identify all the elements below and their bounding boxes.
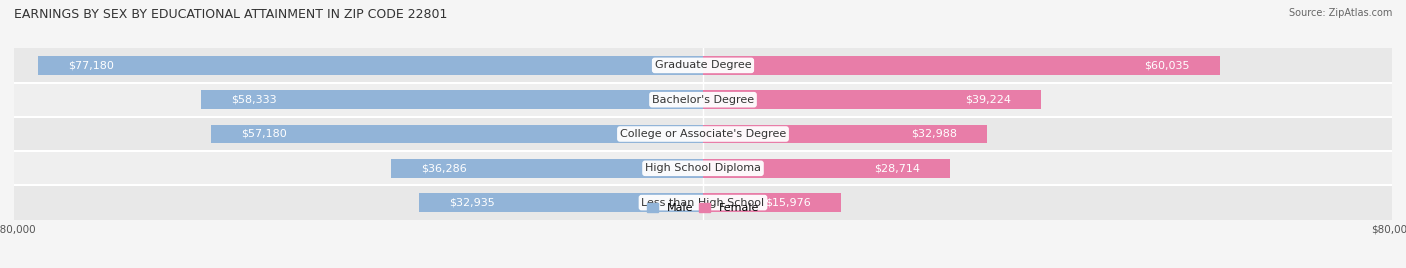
Bar [201, 90, 703, 109]
Text: Source: ZipAtlas.com: Source: ZipAtlas.com [1288, 8, 1392, 18]
Text: $32,935: $32,935 [450, 198, 495, 208]
Text: Graduate Degree: Graduate Degree [655, 60, 751, 70]
Text: $58,333: $58,333 [231, 95, 277, 105]
Text: $39,224: $39,224 [965, 95, 1011, 105]
Legend: Male, Female: Male, Female [643, 199, 763, 218]
Bar [703, 90, 1040, 109]
Bar [38, 56, 703, 75]
Bar [703, 159, 950, 178]
Bar [14, 48, 1392, 83]
Text: $32,988: $32,988 [911, 129, 957, 139]
Text: College or Associate's Degree: College or Associate's Degree [620, 129, 786, 139]
Bar [703, 56, 1220, 75]
Bar [14, 185, 1392, 220]
Text: $15,976: $15,976 [765, 198, 810, 208]
Bar [391, 159, 703, 178]
Text: $60,035: $60,035 [1144, 60, 1189, 70]
Bar [419, 193, 703, 212]
Text: High School Diploma: High School Diploma [645, 163, 761, 173]
Bar [211, 125, 703, 143]
Text: $57,180: $57,180 [240, 129, 287, 139]
Text: EARNINGS BY SEX BY EDUCATIONAL ATTAINMENT IN ZIP CODE 22801: EARNINGS BY SEX BY EDUCATIONAL ATTAINMEN… [14, 8, 447, 21]
Text: Bachelor's Degree: Bachelor's Degree [652, 95, 754, 105]
Bar [14, 151, 1392, 185]
Text: Less than High School: Less than High School [641, 198, 765, 208]
Text: $77,180: $77,180 [69, 60, 114, 70]
Text: $36,286: $36,286 [420, 163, 467, 173]
Bar [703, 125, 987, 143]
Bar [14, 83, 1392, 117]
Text: $28,714: $28,714 [875, 163, 920, 173]
Bar [14, 117, 1392, 151]
Bar [703, 193, 841, 212]
